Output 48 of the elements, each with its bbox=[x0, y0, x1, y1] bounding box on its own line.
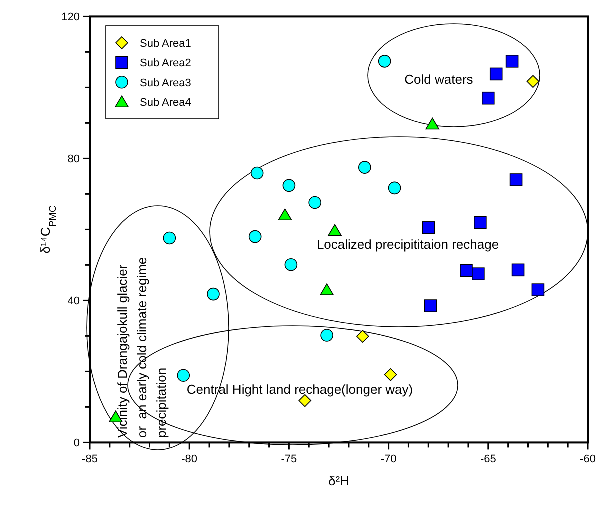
annotation: Vicinity of Drangajokull glacier or an early cold climate regime precipitation bbox=[115, 257, 169, 438]
point bbox=[388, 182, 402, 195]
point bbox=[510, 174, 523, 186]
x-tick-label: -65 bbox=[480, 454, 496, 466]
legend-label: Sub Area2 bbox=[140, 58, 192, 70]
point bbox=[490, 68, 503, 81]
point bbox=[512, 264, 525, 277]
x-tick-label: -75 bbox=[281, 454, 298, 466]
point bbox=[424, 300, 438, 312]
annotation: Cold waters bbox=[404, 72, 474, 87]
y-tick-label: 80 bbox=[68, 154, 80, 166]
x-axis-title: δ²H bbox=[328, 474, 350, 489]
point bbox=[532, 284, 545, 296]
point bbox=[248, 230, 262, 244]
point bbox=[163, 232, 176, 245]
y-tick-label: 120 bbox=[62, 12, 80, 24]
point bbox=[472, 268, 485, 280]
legend-label: Sub Area3 bbox=[140, 77, 192, 90]
point bbox=[474, 216, 487, 229]
point bbox=[328, 224, 342, 236]
point bbox=[426, 118, 440, 130]
x-tick-label: -80 bbox=[182, 454, 198, 466]
legend-label: Sub Area4 bbox=[140, 97, 192, 110]
point bbox=[526, 75, 540, 88]
point bbox=[320, 329, 334, 342]
point bbox=[460, 264, 473, 278]
x-tick-label: -85 bbox=[82, 454, 98, 466]
y-tick-label: 40 bbox=[68, 296, 80, 308]
point bbox=[356, 330, 370, 343]
point bbox=[207, 288, 220, 301]
annotation: Localized precipititaion rechage bbox=[316, 237, 500, 252]
point bbox=[278, 208, 292, 221]
legend-label: Sub Area1 bbox=[140, 38, 192, 50]
y-tick-label: 0 bbox=[74, 438, 80, 450]
point bbox=[177, 369, 190, 382]
point bbox=[284, 258, 298, 272]
point bbox=[250, 166, 264, 180]
point bbox=[358, 161, 372, 174]
point bbox=[422, 222, 436, 234]
point bbox=[320, 284, 334, 296]
x-tick-label: -70 bbox=[380, 454, 397, 466]
point bbox=[506, 55, 519, 68]
point bbox=[482, 92, 495, 105]
point bbox=[282, 179, 296, 192]
point bbox=[378, 55, 392, 68]
point bbox=[384, 368, 398, 382]
x-tick-label: -60 bbox=[580, 454, 596, 466]
point bbox=[308, 196, 322, 210]
